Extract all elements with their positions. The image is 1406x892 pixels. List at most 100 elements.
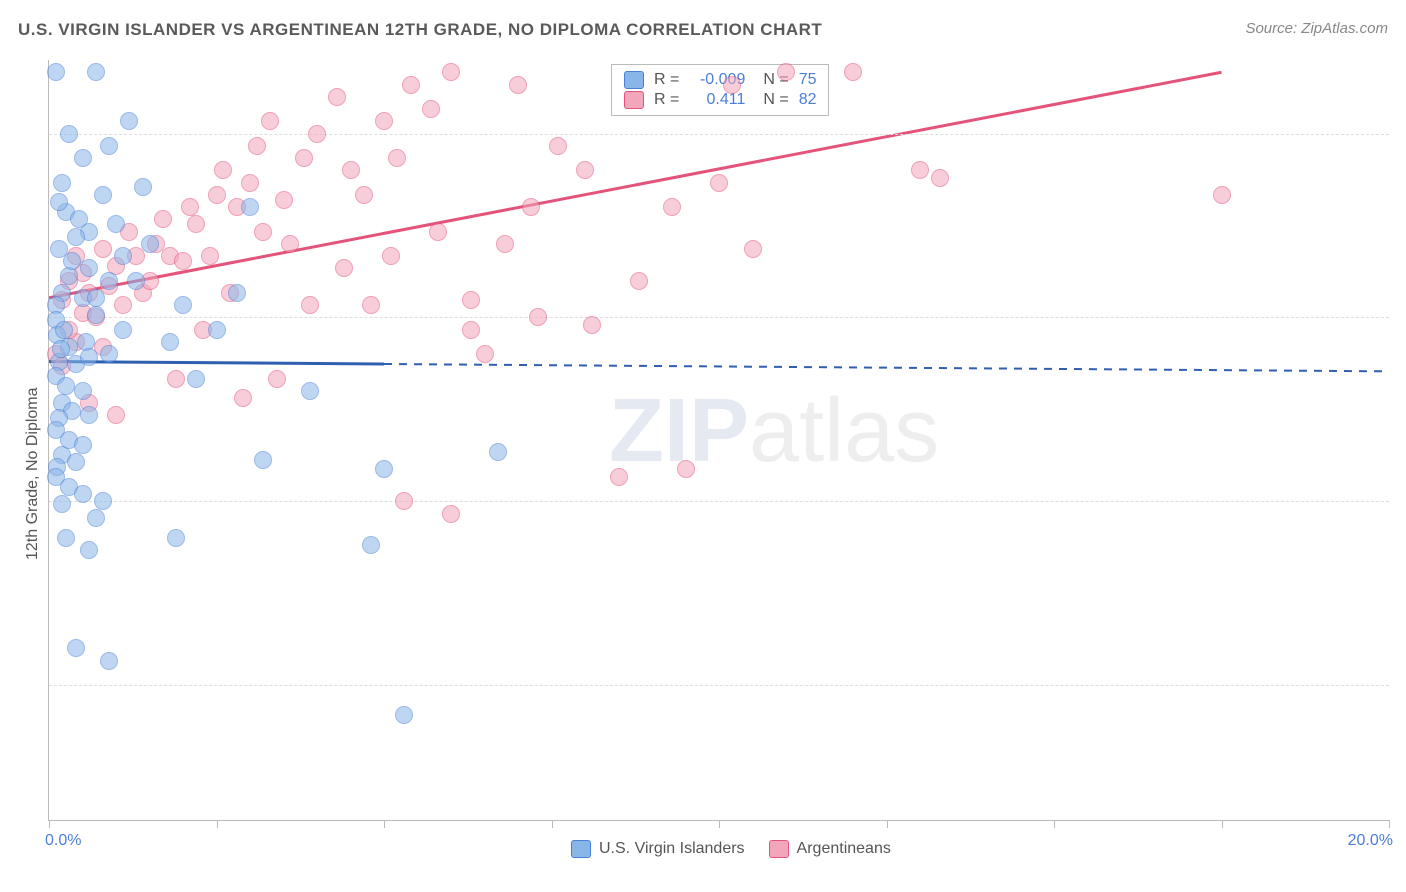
scatter-point-arg (723, 76, 741, 94)
swatch-arg (769, 840, 789, 858)
scatter-point-arg (462, 291, 480, 309)
xtick (1054, 820, 1055, 828)
xtick (887, 820, 888, 828)
bottom-legend: U.S. Virgin Islanders Argentineans (571, 840, 891, 858)
scatter-point-usvi (100, 345, 118, 363)
scatter-point-usvi (127, 272, 145, 290)
stats-r-label: R = (654, 71, 679, 89)
scatter-point-usvi (57, 529, 75, 547)
xtick-label-right: 20.0% (1348, 832, 1393, 850)
scatter-point-usvi (67, 228, 85, 246)
scatter-point-usvi (67, 639, 85, 657)
legend-label-usvi: U.S. Virgin Islanders (599, 840, 745, 858)
scatter-point-arg (181, 198, 199, 216)
scatter-point-arg (911, 161, 929, 179)
scatter-point-arg (395, 492, 413, 510)
scatter-point-arg (549, 137, 567, 155)
xtick-label-left: 0.0% (45, 832, 81, 850)
scatter-point-usvi (94, 186, 112, 204)
scatter-point-arg (355, 186, 373, 204)
scatter-point-arg (362, 296, 380, 314)
scatter-point-usvi (47, 63, 65, 81)
scatter-point-usvi (80, 259, 98, 277)
scatter-point-arg (677, 460, 695, 478)
scatter-point-usvi (141, 235, 159, 253)
scatter-point-arg (388, 149, 406, 167)
gridline-h (49, 501, 1389, 502)
scatter-point-usvi (254, 451, 272, 469)
scatter-point-arg (442, 505, 460, 523)
scatter-point-arg (94, 240, 112, 258)
scatter-point-arg (663, 198, 681, 216)
scatter-point-usvi (87, 509, 105, 527)
watermark: ZIPatlas (609, 380, 939, 483)
scatter-point-arg (281, 235, 299, 253)
watermark-atlas: atlas (749, 381, 939, 481)
scatter-point-usvi (208, 321, 226, 339)
scatter-point-usvi (70, 210, 88, 228)
scatter-point-arg (328, 88, 346, 106)
scatter-point-arg (610, 468, 628, 486)
scatter-point-arg (254, 223, 272, 241)
scatter-point-usvi (74, 149, 92, 167)
scatter-point-usvi (52, 340, 70, 358)
scatter-point-arg (275, 191, 293, 209)
scatter-point-arg (522, 198, 540, 216)
scatter-point-arg (744, 240, 762, 258)
ytick-label: 92.5% (1399, 308, 1406, 326)
scatter-point-usvi (375, 460, 393, 478)
scatter-point-usvi (100, 137, 118, 155)
scatter-point-usvi (100, 652, 118, 670)
scatter-point-usvi (80, 348, 98, 366)
scatter-point-usvi (301, 382, 319, 400)
ytick-label: 85.0% (1399, 492, 1406, 510)
scatter-point-usvi (114, 321, 132, 339)
scatter-point-arg (375, 112, 393, 130)
scatter-point-arg (462, 321, 480, 339)
scatter-point-arg (496, 235, 514, 253)
legend-label-arg: Argentineans (797, 840, 891, 858)
scatter-point-arg (174, 252, 192, 270)
stats-legend-box: R = -0.009 N = 75 R = 0.411 N = 82 (611, 64, 829, 116)
scatter-point-usvi (167, 529, 185, 547)
scatter-point-arg (268, 370, 286, 388)
gridline-h (49, 134, 1389, 135)
scatter-point-usvi (53, 495, 71, 513)
swatch-usvi (624, 71, 644, 89)
scatter-point-arg (335, 259, 353, 277)
xtick (1222, 820, 1223, 828)
scatter-point-usvi (134, 178, 152, 196)
stats-row-arg: R = 0.411 N = 82 (624, 91, 816, 109)
scatter-point-usvi (120, 112, 138, 130)
xtick (384, 820, 385, 828)
scatter-point-arg (382, 247, 400, 265)
scatter-point-arg (529, 308, 547, 326)
swatch-arg (624, 91, 644, 109)
scatter-point-usvi (80, 541, 98, 559)
scatter-point-arg (308, 125, 326, 143)
scatter-point-arg (248, 137, 266, 155)
scatter-point-usvi (63, 252, 81, 270)
scatter-point-arg (234, 389, 252, 407)
scatter-point-arg (114, 296, 132, 314)
source-label: Source: ZipAtlas.com (1245, 20, 1388, 37)
scatter-point-usvi (57, 377, 75, 395)
stats-n-usvi: 75 (799, 71, 817, 89)
xtick (1389, 820, 1390, 828)
scatter-point-arg (583, 316, 601, 334)
y-axis-label: 12th Grade, No Diploma (24, 387, 42, 560)
scatter-point-usvi (87, 289, 105, 307)
scatter-point-usvi (174, 296, 192, 314)
scatter-point-arg (201, 247, 219, 265)
scatter-point-arg (187, 215, 205, 233)
scatter-point-arg (630, 272, 648, 290)
xtick (719, 820, 720, 828)
scatter-point-usvi (114, 247, 132, 265)
xtick (552, 820, 553, 828)
scatter-point-usvi (53, 174, 71, 192)
chart-title: U.S. VIRGIN ISLANDER VS ARGENTINEAN 12TH… (18, 20, 822, 40)
scatter-point-usvi (74, 382, 92, 400)
stats-r-arg: 0.411 (689, 91, 745, 109)
scatter-point-usvi (87, 306, 105, 324)
scatter-point-usvi (100, 272, 118, 290)
